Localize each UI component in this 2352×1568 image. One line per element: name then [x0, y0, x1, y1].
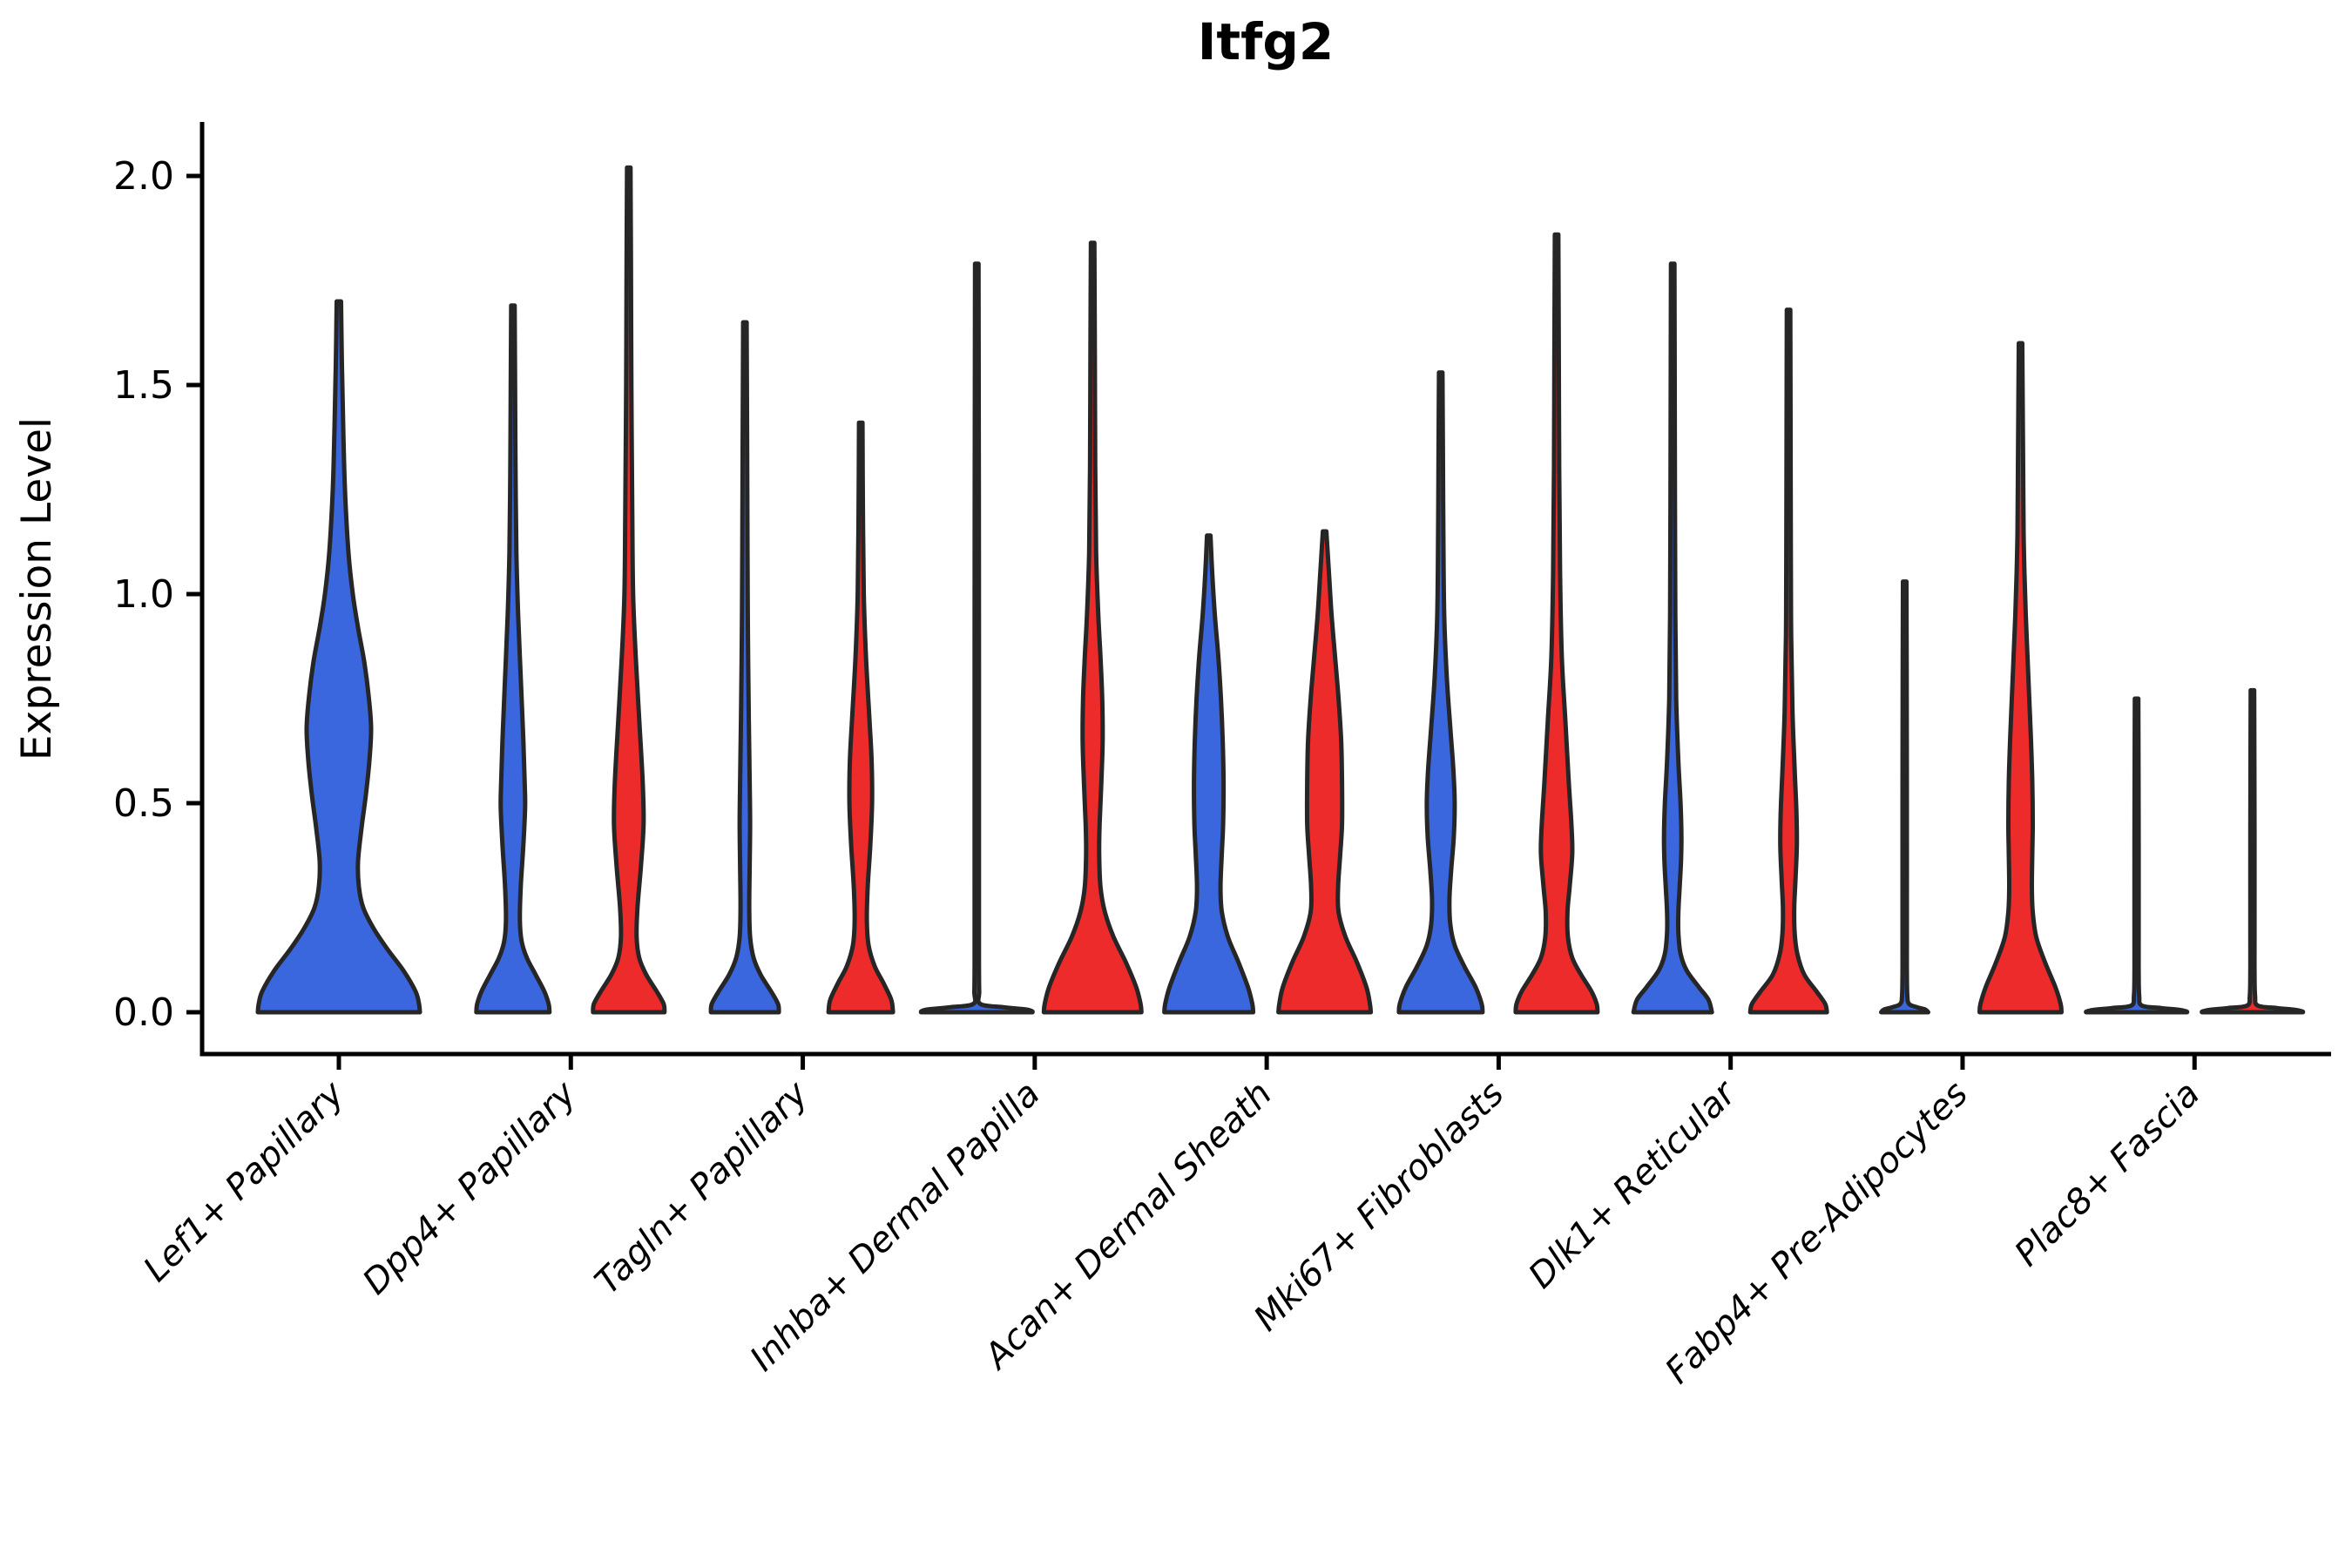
violin-Inhba+ Dermal Papilla-group-blue — [918, 261, 1035, 1015]
violin-Tagln+ Papillary-group-blue — [708, 320, 781, 1015]
violin-Plac8+ Fascia-group-blue — [2084, 696, 2190, 1015]
x-axis-category-label: Dpp4+ Papillary — [355, 1073, 585, 1302]
violin-Dpp4+ Papillary-group-red — [591, 165, 667, 1015]
violin-Tagln+ Papillary-group-red — [826, 420, 896, 1015]
violin-Acan+ Dermal Sheath-group-blue — [1162, 533, 1256, 1015]
x-axis-ticks: Lef1+ Papillary Dpp4+ Papillary Tagln+ Pap… — [136, 1054, 2207, 1391]
violins-layer — [255, 165, 2306, 1015]
x-axis-category-label: Lef1+ Papillary — [136, 1073, 353, 1290]
violin-Fabp4+ Pre-Adipocytes-group-red — [1977, 341, 2064, 1015]
violin-Dlk1+ Reticular-group-blue — [1631, 261, 1714, 1015]
x-axis-category-label: Mki67+ Fibroblasts — [1247, 1074, 1512, 1340]
y-axis-tick-label: 0.5 — [113, 781, 174, 826]
violin-Dpp4+ Papillary-group-blue — [474, 303, 552, 1015]
y-axis-ticks: 0.0 0.5 1.0 1.5 2.0 — [113, 154, 202, 1035]
y-axis-tick-label: 2.0 — [113, 154, 174, 199]
violin-Mki67+ Fibroblasts-group-red — [1513, 232, 1600, 1015]
violin-Acan+ Dermal Sheath-group-red — [1276, 529, 1374, 1015]
y-axis-label: Expression Level — [13, 417, 61, 760]
y-axis-tick-label: 0.0 — [113, 990, 174, 1035]
violin-Dlk1+ Reticular-group-red — [1747, 308, 1829, 1015]
y-axis-tick-label: 1.0 — [113, 572, 174, 617]
violin-Fabp4+ Pre-Adipocytes-group-blue — [1879, 579, 1930, 1015]
chart-title: Itfg2 — [1198, 12, 1334, 71]
violin-Mki67+ Fibroblasts-group-blue — [1396, 370, 1485, 1015]
x-axis-category-label: Tagln+ Papillary — [587, 1073, 816, 1302]
x-axis-category-label: Dlk1+ Reticular — [1521, 1072, 1745, 1296]
x-axis-category-label: Plac8+ Fascia — [2007, 1074, 2207, 1274]
violin-Plac8+ Fascia-group-red — [2200, 687, 2306, 1015]
y-axis-tick-label: 1.5 — [113, 363, 174, 408]
violin-Lef1+ Papillary-group-blue — [255, 299, 422, 1015]
violin-Inhba+ Dermal Papilla-group-red — [1041, 240, 1144, 1015]
